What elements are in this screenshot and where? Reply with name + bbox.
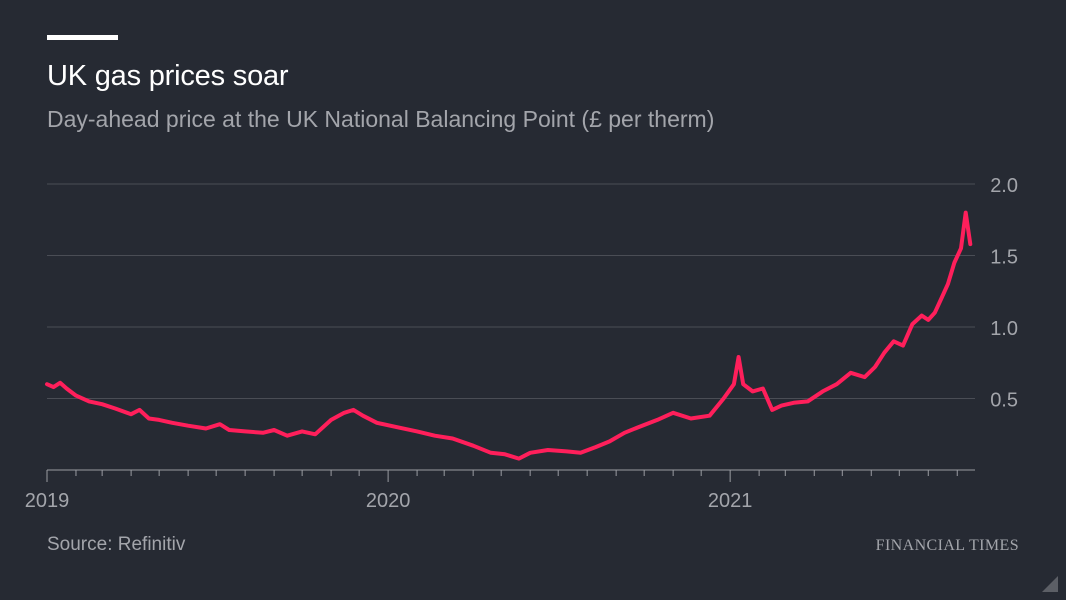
chart-subtitle: Day-ahead price at the UK National Balan…	[47, 106, 715, 132]
x-tick-label: 2019	[25, 490, 70, 512]
source-note: Source: Refinitiv	[47, 534, 186, 555]
axis-layer: 0.5 1.0 1.5 2.0 2019 2020 2021	[25, 175, 1018, 512]
resize-corner-icon	[1042, 576, 1058, 592]
chart-title: UK gas prices soar	[47, 60, 289, 92]
grid-layer	[47, 183, 975, 399]
y-tick-label: 0.5	[990, 390, 1018, 412]
x-tick-label: 2021	[708, 490, 753, 512]
series-layer	[45, 210, 973, 461]
publisher-logo: FINANCIAL TIMES	[875, 537, 1019, 554]
y-tick-label: 2.0	[990, 175, 1018, 197]
series-line-price	[45, 210, 973, 461]
y-tick-label: 1.5	[990, 247, 1018, 269]
y-tick-label: 1.0	[990, 318, 1018, 340]
accent-bar	[47, 35, 118, 40]
x-tick-label: 2020	[366, 490, 411, 512]
